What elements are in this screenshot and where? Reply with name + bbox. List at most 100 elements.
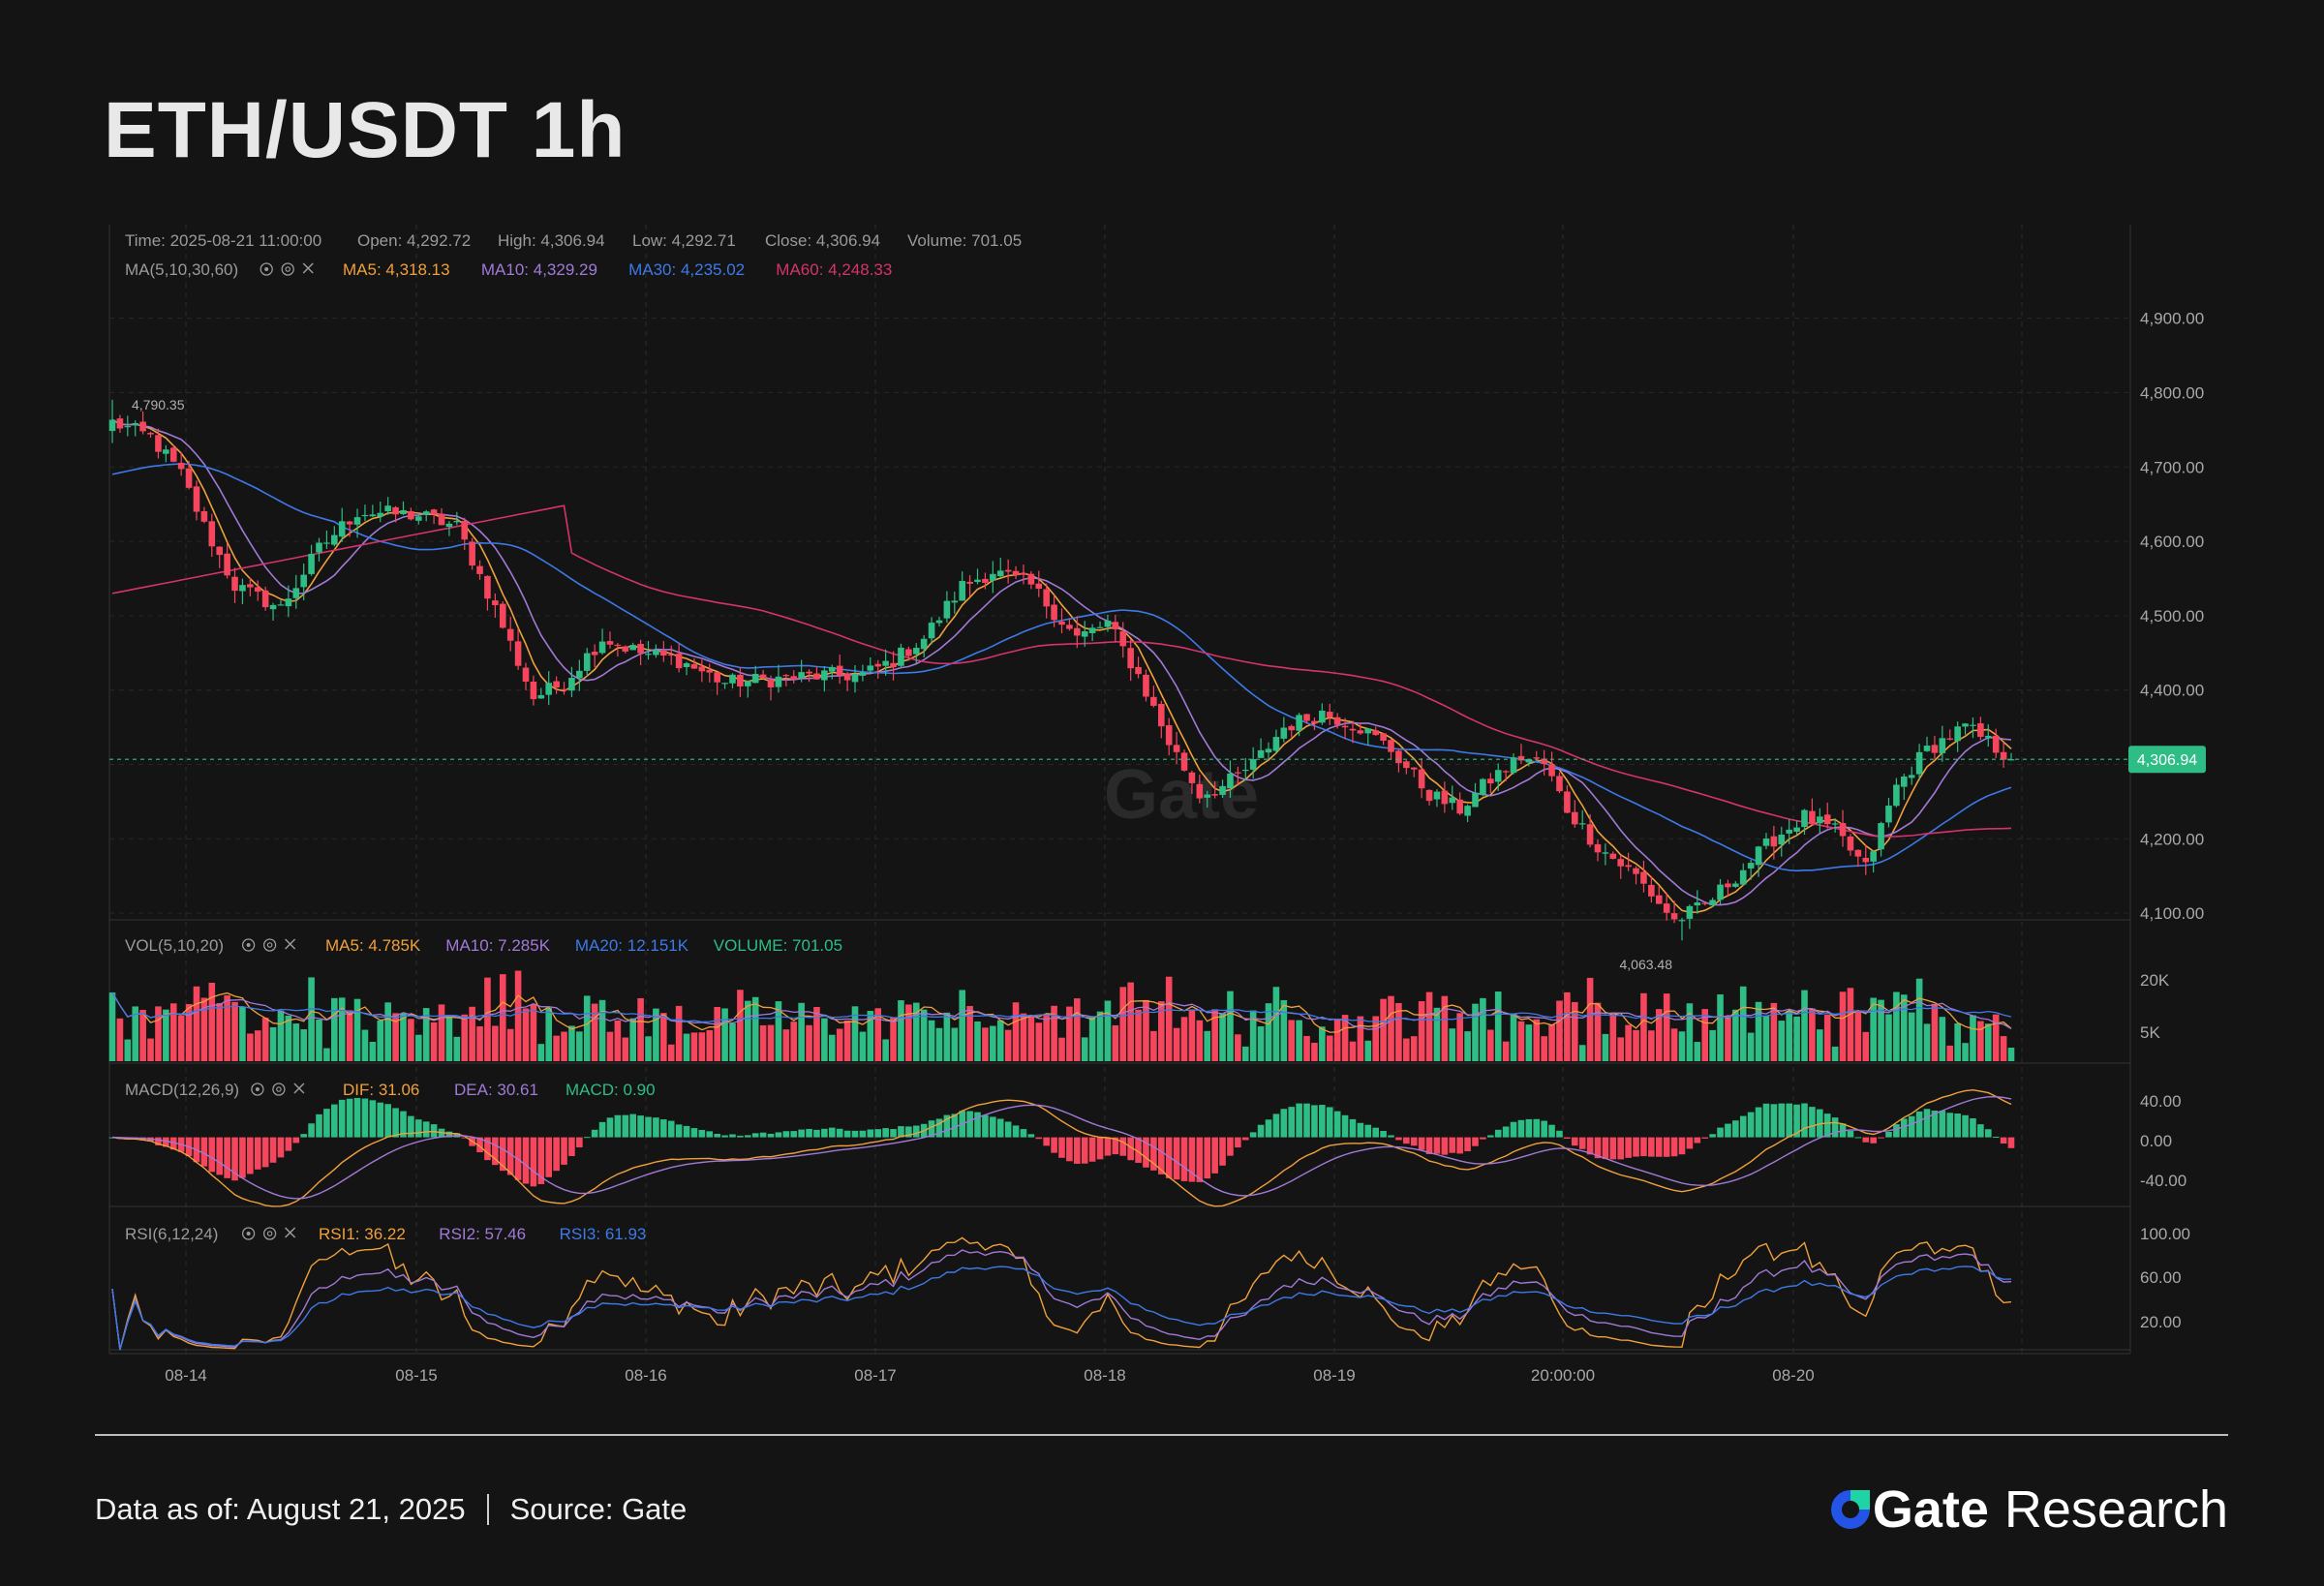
volume-bar <box>660 1013 667 1061</box>
volume-bar <box>1333 1019 1341 1061</box>
footer-divider <box>95 1434 2228 1436</box>
macd-bar <box>1464 1137 1471 1151</box>
candle-body <box>629 645 636 651</box>
volume-bar <box>1801 990 1808 1061</box>
footer-info: Data as of: August 21, 2025 Source: Gate <box>95 1492 687 1527</box>
volume-bar <box>982 1027 989 1061</box>
volume-bar <box>898 1000 904 1061</box>
volume-bar <box>1770 1002 1778 1061</box>
macd-bar <box>1494 1129 1502 1138</box>
vol-ma20-line <box>111 991 2012 1023</box>
volume-bar <box>346 1010 353 1061</box>
macd-bar <box>1923 1109 1931 1138</box>
candle-body <box>606 641 614 645</box>
candle-body <box>453 520 461 523</box>
candle-body <box>1900 776 1908 787</box>
candle-body <box>1211 794 1218 796</box>
chart-canvas[interactable]: Gate Time: 2025-08-21 11:00:00 Open: 4,2… <box>0 0 2324 1423</box>
candle-body <box>461 520 469 540</box>
macd-bar <box>690 1128 698 1138</box>
candle-body <box>1051 604 1057 621</box>
volume-bar <box>1755 1001 1762 1061</box>
macd-bar <box>759 1132 767 1138</box>
macd-bar <box>484 1137 491 1161</box>
macd-bar <box>1954 1113 1961 1138</box>
macd-bar <box>1946 1113 1954 1138</box>
volume-bar <box>408 1019 414 1061</box>
macd-bar <box>499 1137 506 1172</box>
settings-icon <box>272 1083 286 1096</box>
macd-bar <box>1778 1103 1786 1138</box>
macd-bar <box>1862 1137 1870 1143</box>
volume-bar <box>959 990 966 1061</box>
candle-body <box>1694 902 1701 906</box>
volume-bar <box>147 1038 154 1061</box>
volume-bar <box>1487 1029 1494 1061</box>
macd-bar <box>1701 1137 1709 1139</box>
volume-bar <box>1640 992 1647 1061</box>
candle-body <box>1556 776 1563 792</box>
candle-body <box>545 683 553 695</box>
volume-bar <box>400 1013 407 1061</box>
macd-bar <box>1809 1107 1816 1138</box>
volume-bar <box>369 1041 377 1061</box>
candle-body <box>698 666 706 672</box>
candle-body <box>1173 745 1180 752</box>
volume-bar <box>1143 999 1149 1061</box>
candle-body <box>492 600 499 605</box>
volume-bar <box>1648 1030 1655 1061</box>
macd-bar <box>951 1113 959 1138</box>
volume-bar <box>1395 1002 1402 1061</box>
candle-body <box>637 643 644 654</box>
macd-bar <box>1648 1137 1655 1157</box>
macd-bar <box>874 1129 882 1138</box>
macd-bar <box>247 1137 254 1174</box>
candle-body <box>300 574 307 588</box>
macd-bar <box>1418 1137 1425 1150</box>
macd-bar <box>1984 1129 1992 1138</box>
legend-item: MA5: 4.785K <box>325 936 421 955</box>
volume-bar <box>1571 1001 1578 1061</box>
volume-bar <box>1847 988 1854 1061</box>
candle-body <box>208 521 216 547</box>
macd-bar <box>1364 1124 1372 1138</box>
macd-bar <box>1180 1137 1188 1181</box>
macd-bar <box>224 1137 230 1178</box>
macd-bar <box>1556 1130 1563 1138</box>
volume-bar <box>377 1020 384 1061</box>
candle-body <box>1670 913 1678 920</box>
volume-bar <box>1977 1021 1984 1061</box>
volume-bar <box>920 1009 928 1061</box>
volume-bar <box>476 1026 483 1061</box>
candle-body <box>1112 622 1119 629</box>
macd-bar <box>1311 1105 1318 1138</box>
macd-bar <box>1027 1134 1035 1138</box>
volume-bar <box>453 1036 461 1061</box>
candle-body <box>476 565 483 574</box>
candle-body <box>974 579 981 583</box>
volume-bar <box>1686 1003 1694 1061</box>
candle-body <box>714 672 720 683</box>
candle-body <box>1739 869 1747 885</box>
volume-bar <box>1970 1015 1976 1061</box>
info-volume: Volume: 701.05 <box>907 231 1022 250</box>
volume-bar <box>935 1027 943 1061</box>
candle-body <box>1081 630 1088 637</box>
candle-body <box>1456 799 1463 814</box>
candle-body <box>1119 631 1127 647</box>
candle-body <box>1296 715 1302 731</box>
legend-item: RSI3: 61.93 <box>560 1225 647 1243</box>
settings-icon-core <box>266 1231 273 1236</box>
candle-body <box>1410 767 1418 770</box>
candle-body <box>1027 573 1035 585</box>
volume-bar <box>308 977 315 1061</box>
macd-bar <box>392 1108 399 1138</box>
candlesticks[interactable] <box>108 399 2015 941</box>
volume-bar <box>714 1006 720 1061</box>
volume-bar <box>737 990 744 1061</box>
candle-body <box>400 509 407 514</box>
macd-bar <box>775 1132 782 1138</box>
candle-body <box>798 672 805 679</box>
candle-body <box>177 462 185 470</box>
macd-bar <box>767 1133 775 1138</box>
